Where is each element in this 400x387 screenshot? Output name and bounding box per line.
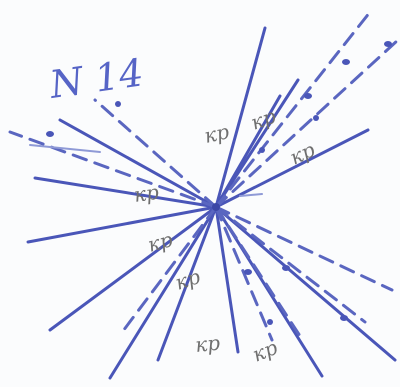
label-8: кр <box>249 335 281 367</box>
dot-7 <box>259 147 265 153</box>
ray-solid-7 <box>108 205 218 380</box>
label-3: кр <box>286 137 319 169</box>
dot-3 <box>304 93 312 99</box>
dashed-rays <box>8 10 400 342</box>
ray-solid-6 <box>58 118 218 209</box>
ink-dots <box>46 41 392 325</box>
faint-marks <box>29 144 263 197</box>
dot-9 <box>282 265 290 271</box>
ray-dashed-6 <box>214 205 302 338</box>
ray-solid-12 <box>214 205 397 362</box>
faint-line-1 <box>29 144 101 153</box>
ray-solid-5 <box>33 176 218 209</box>
dot-1 <box>46 131 54 137</box>
label-1: кр <box>202 119 231 148</box>
ray-solid-13 <box>214 94 282 209</box>
ray-solid-4 <box>26 205 218 244</box>
label-7: кр <box>194 330 221 356</box>
ray-dashed-3 <box>8 130 218 209</box>
ray-dashed-2 <box>214 38 400 209</box>
ray-dashed-1 <box>214 10 372 209</box>
ray-dashed-7 <box>214 205 274 342</box>
dot-8 <box>244 269 252 275</box>
ray-dashed-9 <box>214 205 394 292</box>
sketch-title: N 14 <box>46 50 146 107</box>
ray-dashed-4 <box>93 98 218 209</box>
ray-solid-3 <box>214 128 370 209</box>
ray-solid-8 <box>156 205 218 362</box>
ray-solid-1 <box>214 26 267 209</box>
label-5: кр <box>145 227 175 257</box>
dot-10 <box>340 315 348 321</box>
ray-dashed-5 <box>214 205 367 324</box>
center-point <box>212 203 220 211</box>
dot-11 <box>267 319 273 325</box>
dot-5 <box>384 41 392 47</box>
dot-2 <box>115 101 121 107</box>
label-4: кр <box>132 180 160 207</box>
dot-4 <box>342 59 350 65</box>
ray-solid-9 <box>48 205 218 332</box>
ray-solid-10 <box>214 205 240 354</box>
dot-6 <box>313 115 319 121</box>
faint-line-2 <box>239 193 263 197</box>
ray-dashed-8 <box>118 205 218 337</box>
